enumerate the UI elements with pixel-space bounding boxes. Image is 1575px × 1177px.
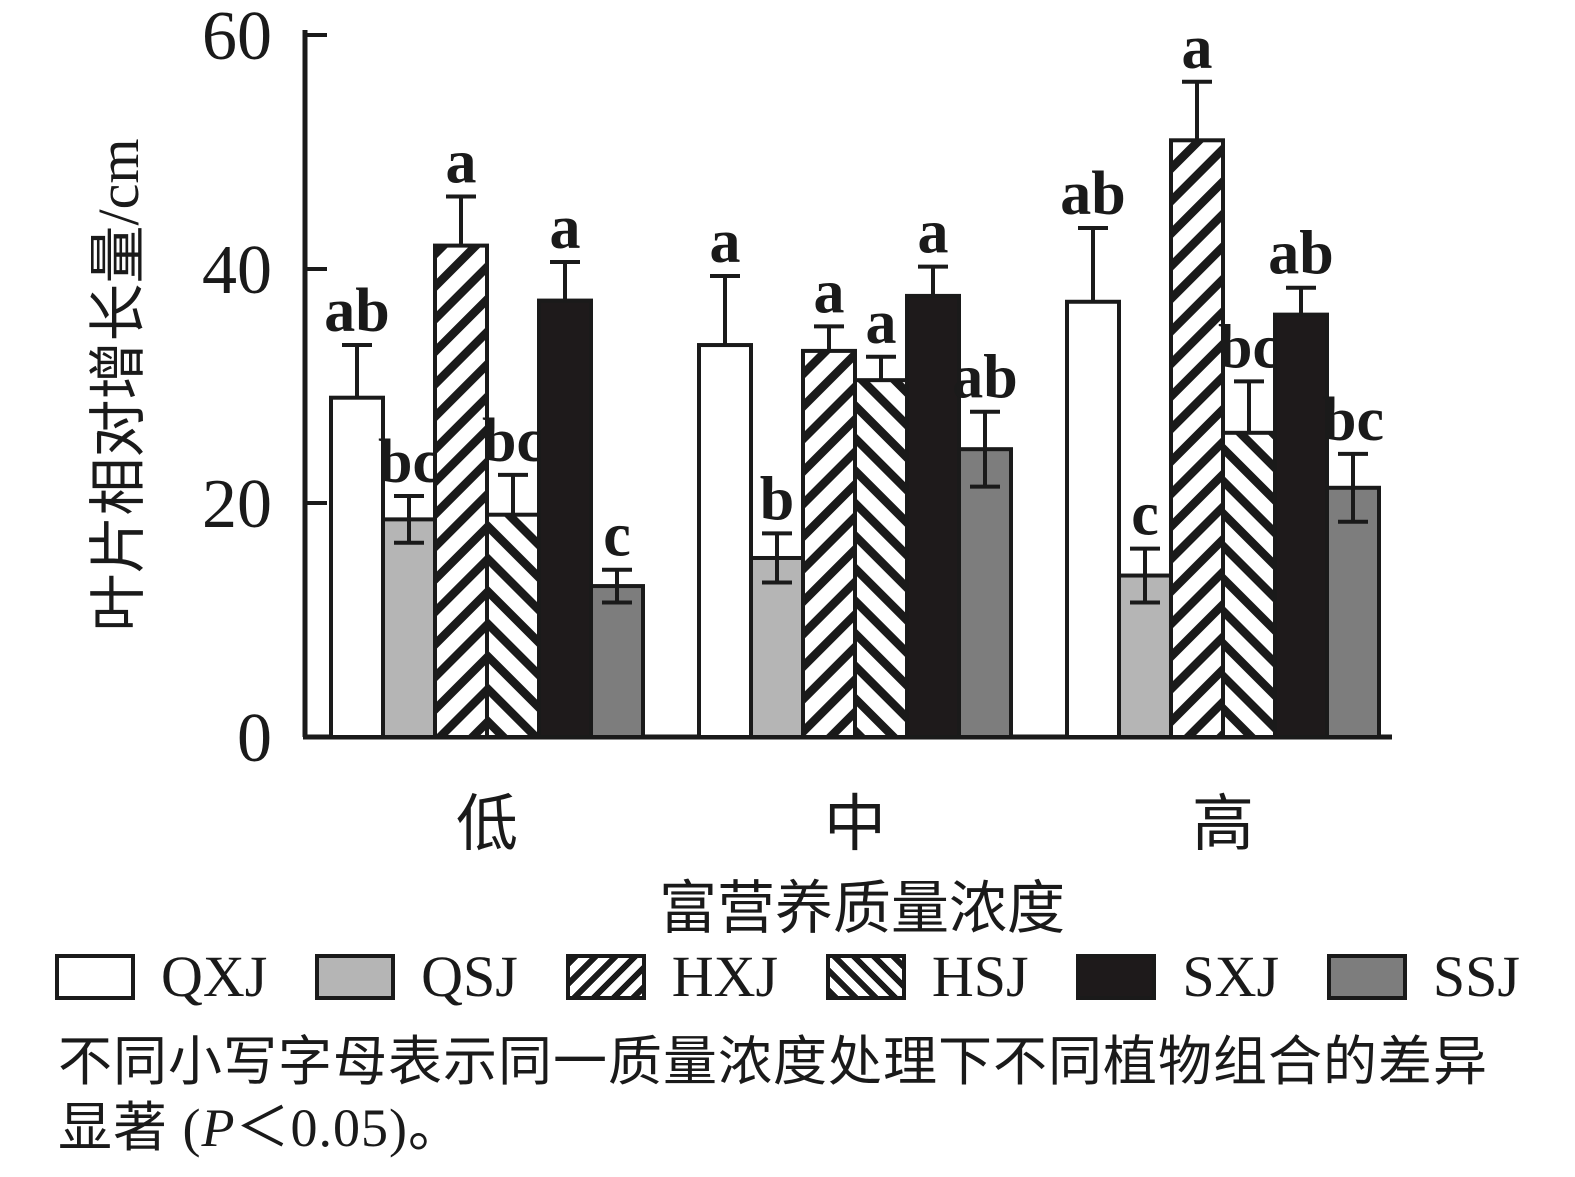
legend-item-qxj: QXJ <box>55 948 267 1006</box>
sig-letter-ssj-1: ab <box>952 344 1017 412</box>
bar-qsj-1 <box>749 555 805 739</box>
sig-letter-hsj-2: bc <box>1218 313 1280 381</box>
x-category-label: 低 <box>456 791 518 859</box>
legend-swatch-light-gray <box>315 954 396 1000</box>
legend-label: QXJ <box>161 944 268 1009</box>
sig-letter-hsj-0: bc <box>482 407 544 475</box>
y-tick-label: 0 <box>237 700 272 777</box>
x-category-label: 高 <box>1192 791 1254 859</box>
error-bar-sxj-0 <box>550 259 580 301</box>
bar-hsj-0 <box>485 512 541 740</box>
bar-qxj-0 <box>329 395 385 739</box>
sig-letter-ssj-0: c <box>603 502 631 570</box>
sig-letter-qxj-0: ab <box>324 277 389 345</box>
sig-letter-hxj-2: a <box>1182 14 1213 82</box>
error-bar-hxj-1 <box>814 324 844 351</box>
caption-line-2-prefix: 显著 ( <box>58 1097 202 1158</box>
legend-label: HSJ <box>931 944 1029 1009</box>
caption-p-italic: P <box>201 1097 236 1158</box>
legend-label: QSJ <box>421 944 518 1009</box>
legend-item-sxj: SXJ <box>1076 948 1279 1006</box>
bar-qsj-0 <box>381 517 437 739</box>
bar-sxj-1 <box>905 293 961 739</box>
sig-letter-qsj-0: bc <box>378 428 440 496</box>
bar-qxj-2 <box>1065 299 1121 739</box>
sig-letter-qsj-2: c <box>1131 481 1159 549</box>
error-bar-qxj-1 <box>710 274 740 346</box>
error-bar-hsj-1 <box>866 354 896 381</box>
sig-letter-hsj-1: a <box>866 289 897 357</box>
error-bar-ssj-0 <box>602 567 632 605</box>
error-bar-ssj-2 <box>1338 451 1368 524</box>
legend-swatch-hatch-back <box>825 954 906 1000</box>
caption: 不同小写字母表示同一质量浓度处理下不同植物组合的差异 显著 (P＜0.05)。 <box>58 1030 1528 1162</box>
legend-label: SXJ <box>1182 944 1280 1009</box>
error-bar-sxj-1 <box>918 264 948 296</box>
legend-swatch-white <box>55 954 135 1000</box>
bar-sxj-2 <box>1273 312 1329 739</box>
bar-qxj-1 <box>697 343 753 739</box>
caption-line-1: 不同小写字母表示同一质量浓度处理下不同植物组合的差异 <box>58 1032 1488 1092</box>
sig-letter-hxj-0: a <box>446 128 477 196</box>
error-bar-hxj-2 <box>1182 79 1212 141</box>
legend-swatch-dark-gray <box>1326 954 1407 1000</box>
sig-letter-qxj-2: ab <box>1060 160 1125 228</box>
bar-hxj-2 <box>1169 138 1225 740</box>
bar-hsj-2 <box>1221 430 1277 739</box>
legend-item-hxj: HXJ <box>565 944 779 1009</box>
sig-letter-sxj-2: ab <box>1268 220 1333 288</box>
bar-ssj-1 <box>957 447 1013 739</box>
legend-swatch-hatch-forward <box>565 954 646 1000</box>
error-bar-ssj-1 <box>970 409 1000 489</box>
error-bar-sxj-2 <box>1286 285 1316 315</box>
bar-ssj-2 <box>1325 485 1381 740</box>
error-bar-qsj-1 <box>762 531 792 585</box>
legend-item-hsj: HSJ <box>825 944 1029 1009</box>
sig-letter-qsj-1: b <box>760 465 794 533</box>
x-category-label: 中 <box>824 791 886 859</box>
x-axis-title: 富营养质量浓度 <box>659 876 1065 940</box>
sig-letter-qxj-1: a <box>710 208 741 276</box>
sig-letter-ssj-2: bc <box>1322 386 1384 454</box>
error-bar-hsj-2 <box>1234 379 1264 433</box>
bar-hsj-1 <box>853 378 909 739</box>
sig-letter-sxj-1: a <box>918 199 949 267</box>
y-tick-label: 20 <box>202 466 272 543</box>
y-axis-title: 叶片相对增长量/cm <box>86 139 151 632</box>
bar-sxj-0 <box>537 298 593 739</box>
error-bar-qsj-2 <box>1130 546 1160 605</box>
y-tick-label: 60 <box>202 0 272 75</box>
error-bar-qsj-0 <box>394 493 424 545</box>
caption-line-2: 显著 (P＜0.05)。 <box>58 1096 1528 1162</box>
sig-letter-sxj-0: a <box>550 194 581 262</box>
legend-item-qsj: QSJ <box>315 948 518 1006</box>
error-bar-qxj-0 <box>342 343 372 398</box>
legend-swatch-black <box>1076 954 1157 1000</box>
legend-item-ssj: SSJ <box>1326 944 1520 1009</box>
legend-label: SSJ <box>1432 944 1520 1009</box>
caption-line-2-suffix: ＜0.05)。 <box>235 1097 463 1158</box>
y-tick-label: 40 <box>202 232 272 309</box>
error-bar-hsj-0 <box>498 472 528 515</box>
bar-hxj-0 <box>433 243 489 739</box>
error-bar-hxj-0 <box>446 194 476 246</box>
legend-label: HXJ <box>671 944 779 1009</box>
error-bar-qxj-2 <box>1078 226 1108 302</box>
bar-hxj-1 <box>801 348 857 739</box>
bar-ssj-0 <box>589 584 645 739</box>
sig-letter-hxj-1: a <box>814 258 845 326</box>
legend: QXJ QSJ HXJ HSJ SXJ SSJ <box>0 948 1575 1006</box>
